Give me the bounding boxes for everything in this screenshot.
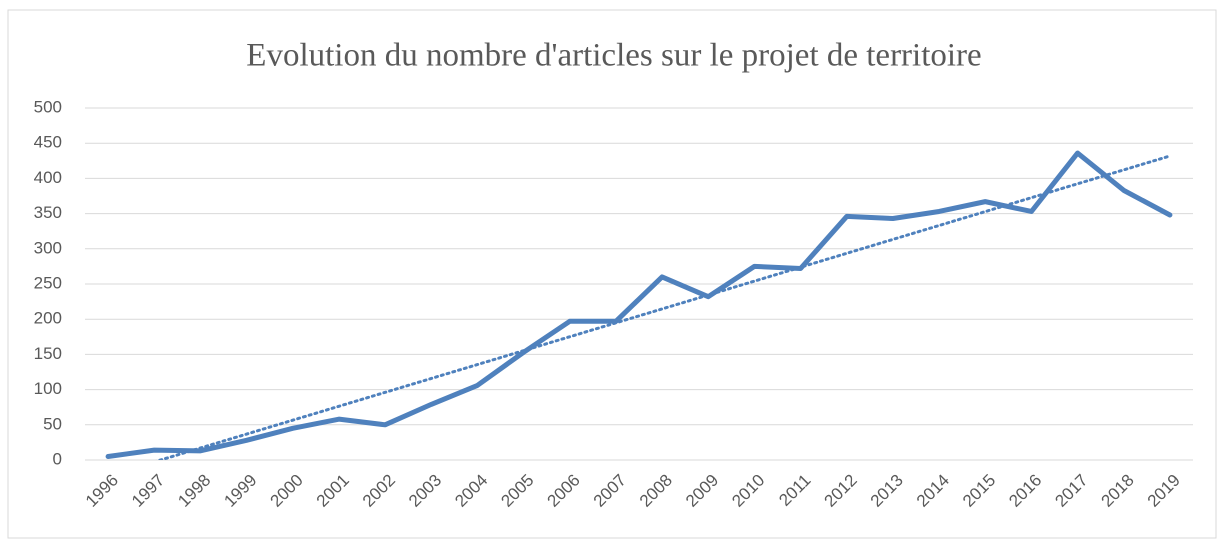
chart-title: Evolution du nombre d'articles sur le pr… [246, 38, 981, 74]
y-tick-label: 300 [34, 238, 62, 257]
y-tick-label: 250 [34, 273, 62, 292]
trendline [155, 154, 1172, 460]
y-tick-label: 450 [34, 133, 62, 152]
y-tick-label: 400 [34, 168, 62, 187]
data-line [105, 150, 1173, 459]
y-tick-label: 150 [34, 344, 62, 363]
y-tick-label: 350 [34, 203, 62, 222]
trendline-group [155, 154, 1172, 460]
y-tick-label: 500 [34, 97, 62, 116]
y-tick-label: 50 [43, 414, 62, 433]
y-tick-label: 100 [34, 379, 62, 398]
y-tick-label: 0 [53, 449, 62, 468]
chart-border [7, 9, 1217, 539]
y-tick-label: 200 [34, 309, 62, 328]
